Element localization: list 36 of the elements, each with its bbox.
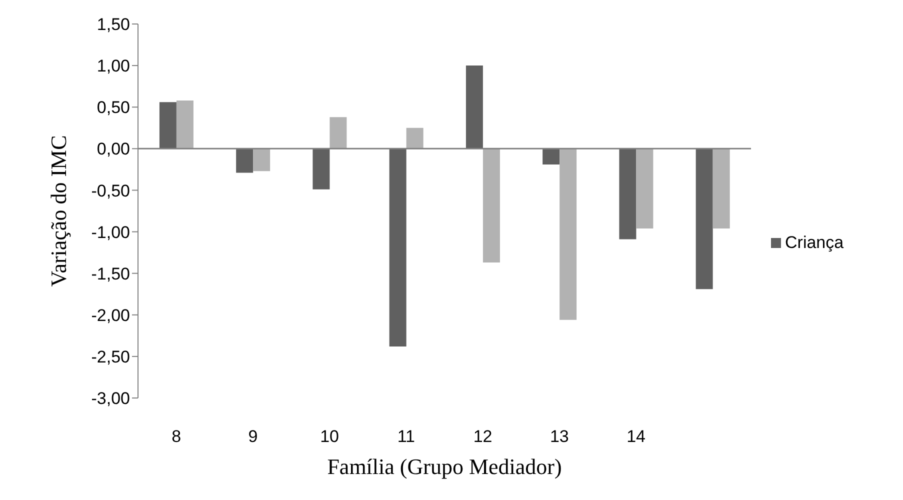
y-tick-label: -1,50 [91, 264, 130, 284]
bar [176, 100, 194, 149]
x-tick-label: 10 [320, 427, 340, 446]
legend-label: Criança [785, 233, 844, 253]
bar [406, 128, 424, 149]
y-tick-label: 0,00 [96, 140, 130, 159]
y-tick-label: -2,00 [91, 306, 130, 325]
bar [312, 148, 330, 190]
bar [560, 148, 577, 320]
bar [159, 102, 176, 149]
y-axis-title: Variação do IMC [46, 135, 71, 287]
y-tick-label: -1,00 [91, 222, 130, 242]
bar [253, 148, 270, 172]
bar [636, 148, 654, 228]
x-tick-label: 8 [172, 427, 182, 446]
bar [330, 117, 347, 149]
bar [696, 148, 713, 290]
y-tick-label: 1,00 [96, 56, 130, 76]
bar [466, 66, 483, 149]
x-tick-label: 13 [550, 427, 569, 446]
x-tick-label: 11 [397, 427, 416, 446]
bar [542, 148, 560, 164]
x-axis-title: Família (Grupo Mediador) [327, 454, 562, 479]
y-tick-label: -2,50 [91, 347, 130, 366]
bar [389, 148, 406, 346]
x-tick-label: 14 [626, 427, 646, 446]
bar [712, 148, 730, 228]
y-tick-label: -0,50 [91, 181, 130, 200]
x-tick-label: 12 [473, 427, 492, 446]
x-tick-label: 9 [248, 427, 258, 446]
bar [236, 148, 254, 173]
y-tick-label: 1,50 [96, 15, 130, 34]
y-tick-label: -3,00 [91, 389, 130, 408]
y-tick-label: 0,50 [96, 98, 130, 118]
bar [482, 148, 500, 263]
bar [619, 148, 636, 240]
